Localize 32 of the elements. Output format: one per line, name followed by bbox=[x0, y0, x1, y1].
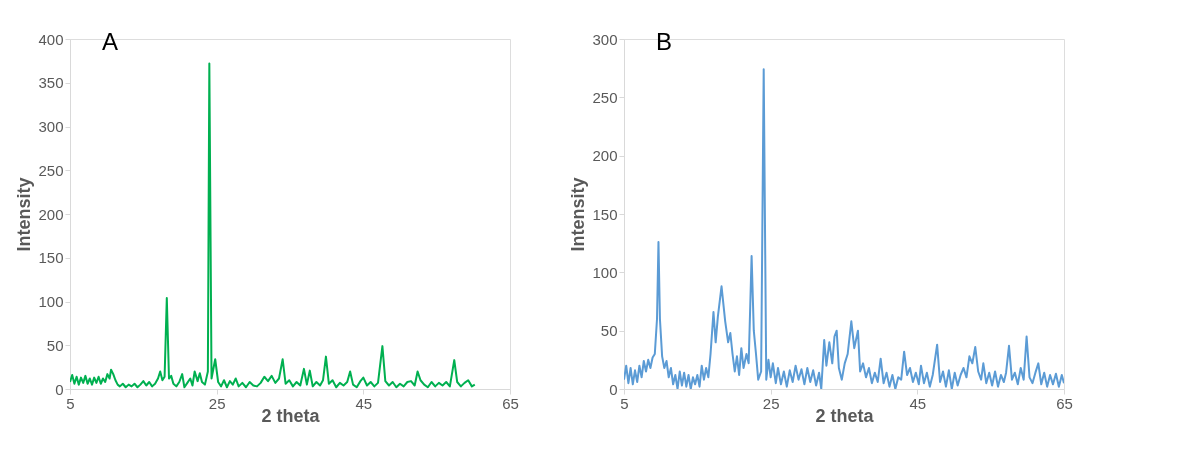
x-tick-label: 65 bbox=[1056, 394, 1073, 412]
x-tick-label: 25 bbox=[208, 394, 226, 412]
y-tick-label: 350 bbox=[38, 74, 64, 92]
y-tick-label: 150 bbox=[38, 249, 64, 267]
y-tick-label: 400 bbox=[38, 30, 64, 48]
x-axis-title: 2 theta bbox=[261, 405, 321, 426]
x-tick-label: 65 bbox=[502, 394, 519, 412]
y-axis-title: Intensity bbox=[14, 177, 35, 252]
y-tick-label: 0 bbox=[55, 380, 64, 398]
y-tick-label: 300 bbox=[38, 118, 64, 135]
y-axis-title: Intensity bbox=[568, 177, 589, 252]
y-tick-label: 250 bbox=[592, 88, 618, 106]
x-tick-label: 5 bbox=[66, 394, 75, 412]
y-tick-label: 100 bbox=[592, 263, 618, 281]
x-tick-label: 25 bbox=[762, 394, 780, 412]
y-tick-label: 200 bbox=[592, 147, 618, 165]
y-tick-label: 300 bbox=[592, 30, 618, 48]
annotation: A bbox=[101, 28, 119, 55]
y-tick-label: 100 bbox=[38, 293, 64, 310]
line-series bbox=[70, 62, 476, 389]
y-tick-label: 50 bbox=[46, 336, 64, 354]
x-tick-label: 45 bbox=[355, 394, 373, 412]
y-tick-label: 150 bbox=[592, 205, 618, 223]
x-tick-label: 5 bbox=[620, 394, 629, 412]
y-tick-label: 250 bbox=[38, 161, 64, 179]
y-tick-label: 0 bbox=[609, 380, 618, 398]
y-tick-label: 200 bbox=[38, 205, 64, 223]
line-series bbox=[624, 68, 1064, 389]
x-axis-title: 2 theta bbox=[815, 405, 875, 426]
y-tick-label: 50 bbox=[600, 322, 618, 340]
x-tick-label: 45 bbox=[909, 394, 927, 412]
annotation: B bbox=[655, 28, 673, 55]
